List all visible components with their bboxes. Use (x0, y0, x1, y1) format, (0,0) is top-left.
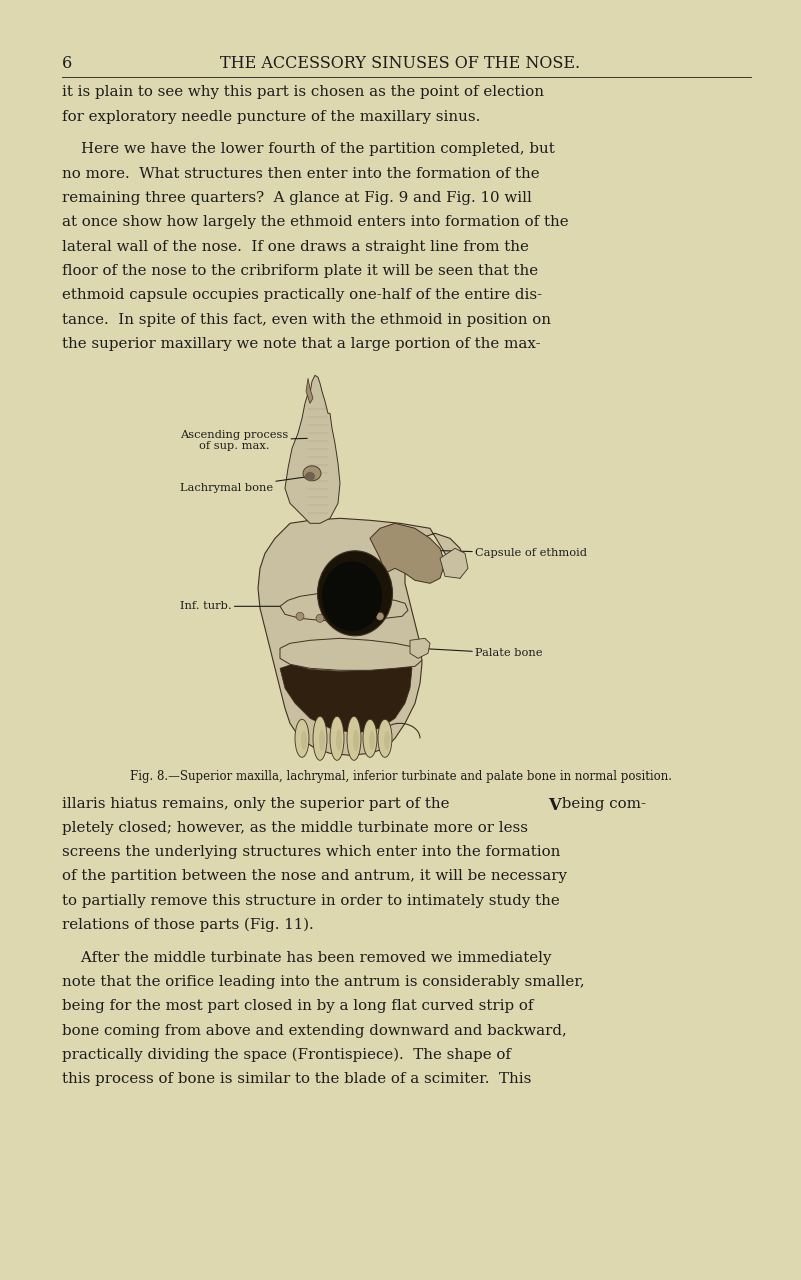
Text: of the partition between the nose and antrum, it will be necessary: of the partition between the nose and an… (62, 869, 567, 883)
Text: being for the most part closed in by a long flat curved strip of: being for the most part closed in by a l… (62, 1000, 533, 1014)
Text: Ascending process
of sup. max.: Ascending process of sup. max. (180, 430, 308, 451)
Text: to partially remove this structure in order to intimately study the: to partially remove this structure in or… (62, 893, 560, 908)
Polygon shape (410, 639, 430, 658)
Ellipse shape (384, 731, 390, 750)
Text: V: V (548, 796, 561, 814)
Text: being com-: being com- (557, 796, 646, 810)
Polygon shape (440, 548, 468, 579)
Text: After the middle turbinate has been removed we immediately: After the middle turbinate has been remo… (62, 951, 552, 965)
Text: THE ACCESSORY SINUSES OF THE NOSE.: THE ACCESSORY SINUSES OF THE NOSE. (220, 55, 581, 72)
Polygon shape (306, 379, 313, 403)
Text: relations of those parts (Fig. 11).: relations of those parts (Fig. 11). (62, 918, 314, 932)
Text: illaris hiatus remains, only the superior part of the: illaris hiatus remains, only the superio… (62, 796, 454, 810)
Text: it is plain to see why this part is chosen as the point of election: it is plain to see why this part is chos… (62, 86, 544, 100)
Ellipse shape (305, 472, 315, 481)
Text: ethmoid capsule occupies practically one-half of the entire dis-: ethmoid capsule occupies practically one… (62, 288, 542, 302)
Text: practically dividing the space (Frontispiece).  The shape of: practically dividing the space (Frontisp… (62, 1048, 511, 1062)
Text: this process of bone is similar to the blade of a scimiter.  This: this process of bone is similar to the b… (62, 1073, 531, 1087)
Text: pletely closed; however, as the middle turbinate more or less: pletely closed; however, as the middle t… (62, 820, 528, 835)
Text: Palate bone: Palate bone (421, 648, 542, 658)
Polygon shape (280, 658, 412, 733)
Text: tance.  In spite of this fact, even with the ethmoid in position on: tance. In spite of this fact, even with … (62, 312, 551, 326)
Polygon shape (280, 594, 408, 621)
Ellipse shape (295, 719, 309, 758)
Text: 6: 6 (62, 55, 72, 72)
Ellipse shape (303, 466, 321, 481)
Circle shape (296, 612, 304, 621)
Circle shape (356, 614, 364, 622)
Text: Inf. turb.: Inf. turb. (180, 602, 289, 612)
Text: Fig. 8.—Superior maxilla, lachrymal, inferior turbinate and palate bone in norma: Fig. 8.—Superior maxilla, lachrymal, inf… (130, 771, 671, 783)
Text: the superior maxillary we note that a large portion of the max-: the superior maxillary we note that a la… (62, 337, 541, 351)
Circle shape (376, 612, 384, 621)
Text: no more.  What structures then enter into the formation of the: no more. What structures then enter into… (62, 166, 540, 180)
Polygon shape (258, 518, 465, 755)
Text: at once show how largely the ethmoid enters into formation of the: at once show how largely the ethmoid ent… (62, 215, 569, 229)
Text: Capsule of ethmoid: Capsule of ethmoid (433, 548, 587, 558)
Circle shape (336, 616, 344, 623)
Text: note that the orifice leading into the antrum is considerably smaller,: note that the orifice leading into the a… (62, 975, 585, 989)
Ellipse shape (347, 717, 361, 760)
Ellipse shape (322, 562, 382, 631)
Ellipse shape (378, 719, 392, 758)
Ellipse shape (319, 730, 325, 751)
Ellipse shape (301, 731, 307, 750)
Polygon shape (370, 524, 445, 584)
Ellipse shape (336, 730, 342, 751)
Ellipse shape (363, 719, 377, 758)
Text: Lachrymal bone: Lachrymal bone (180, 476, 308, 493)
Text: for exploratory needle puncture of the maxillary sinus.: for exploratory needle puncture of the m… (62, 110, 481, 124)
Text: remaining three quarters?  A glance at Fig. 9 and Fig. 10 will: remaining three quarters? A glance at Fi… (62, 191, 532, 205)
Ellipse shape (313, 717, 327, 760)
Circle shape (316, 614, 324, 622)
Ellipse shape (369, 731, 375, 750)
Text: floor of the nose to the cribriform plate it will be seen that the: floor of the nose to the cribriform plat… (62, 264, 538, 278)
Text: screens the underlying structures which enter into the formation: screens the underlying structures which … (62, 845, 561, 859)
Polygon shape (280, 639, 422, 671)
Ellipse shape (353, 730, 359, 751)
Ellipse shape (330, 717, 344, 760)
Polygon shape (285, 375, 340, 524)
Text: Here we have the lower fourth of the partition completed, but: Here we have the lower fourth of the par… (62, 142, 555, 156)
Ellipse shape (317, 550, 392, 636)
Text: bone coming from above and extending downward and backward,: bone coming from above and extending dow… (62, 1024, 567, 1038)
Text: lateral wall of the nose.  If one draws a straight line from the: lateral wall of the nose. If one draws a… (62, 239, 529, 253)
